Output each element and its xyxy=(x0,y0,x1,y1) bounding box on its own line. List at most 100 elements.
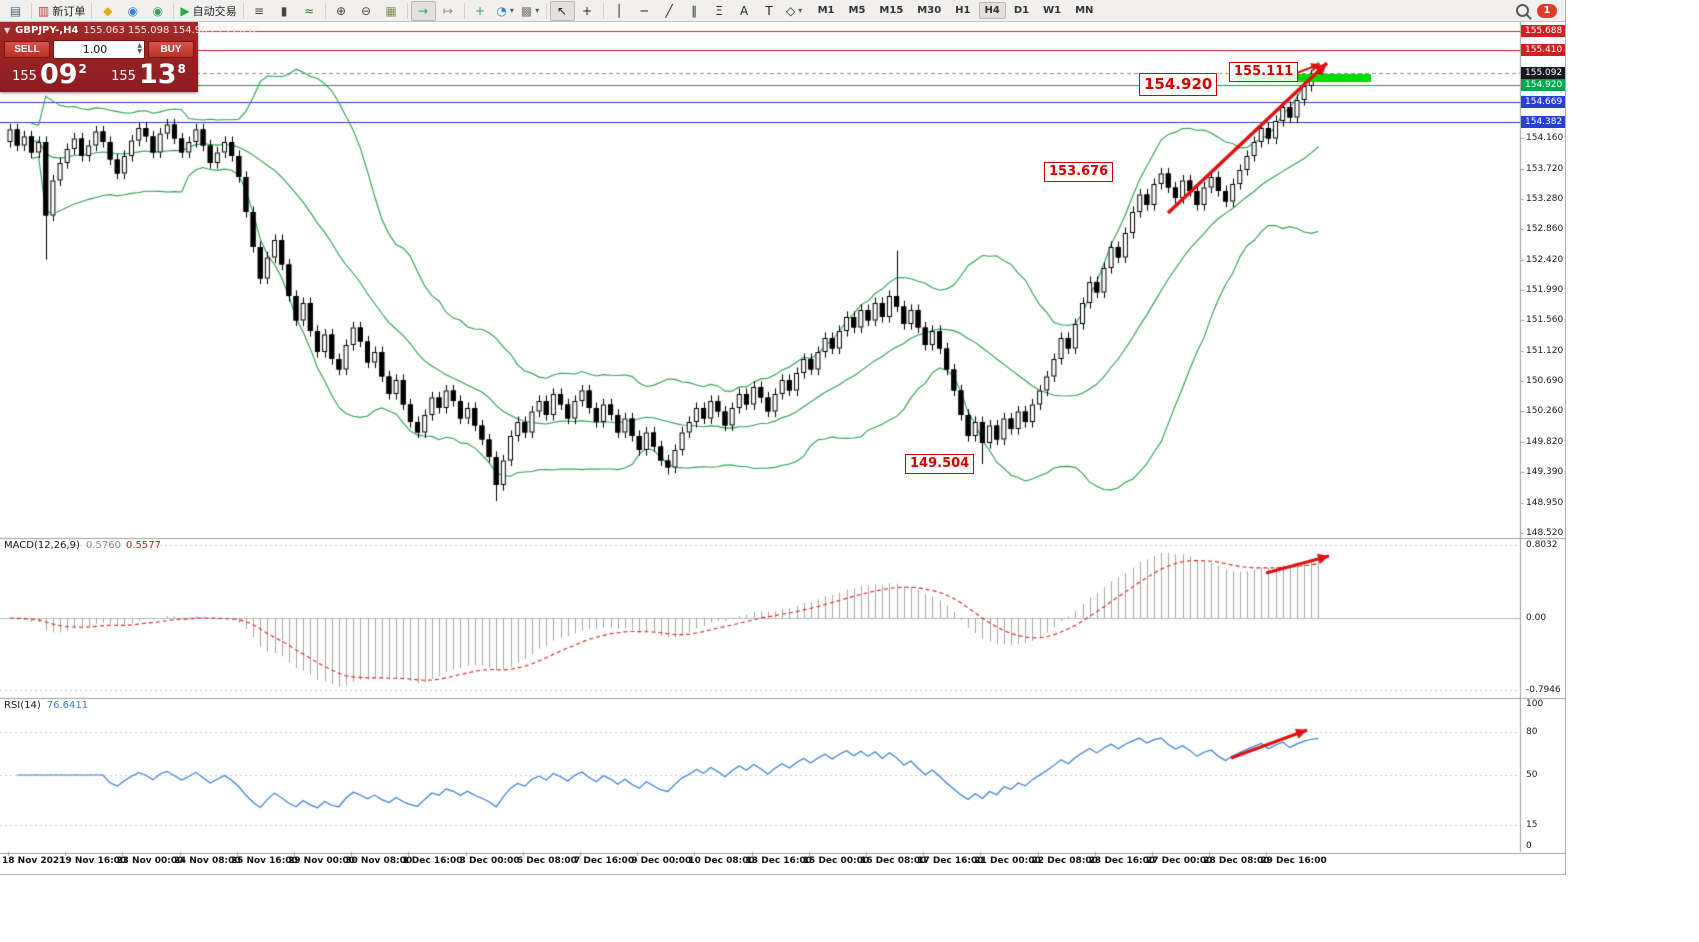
price-annotation[interactable]: 155.111 xyxy=(1229,62,1299,83)
bid-pip-digit: 2 xyxy=(78,62,87,76)
auto-trading-button[interactable]: ▶ 自动交易 xyxy=(177,1,239,21)
fibonacci-button[interactable]: Ξ xyxy=(707,1,732,21)
chart-bars-button[interactable]: ≡ xyxy=(247,1,272,21)
text-button[interactable]: A xyxy=(732,1,757,21)
vertical-line-button[interactable]: │ xyxy=(607,1,632,21)
chart-symbol-header: ▼ GBPJPY-,H4 155.063 155.098 154.963 155… xyxy=(0,22,258,38)
time-axis-label: 16 Dec 08:00 xyxy=(860,856,927,866)
market-button[interactable]: ◉ xyxy=(145,1,170,21)
price-tick-label: 153.280 xyxy=(1526,194,1564,205)
rsi-tick-label: 80 xyxy=(1526,727,1538,738)
timeframe-m5[interactable]: M5 xyxy=(848,5,866,16)
price-tick-label: 149.390 xyxy=(1526,466,1564,477)
timeframe-w1[interactable]: W1 xyxy=(1043,5,1062,16)
timeframe-m1[interactable]: M1 xyxy=(817,5,835,16)
panel-collapse-icon[interactable]: ▼ xyxy=(4,26,11,35)
horizontal-line-button[interactable]: ─ xyxy=(632,1,657,21)
time-axis-label: 1 Dec 16:00 xyxy=(402,856,463,866)
time-axis-label: 3 Dec 00:00 xyxy=(459,856,520,866)
new-order-icon: ▥ xyxy=(38,3,50,18)
text-icon: A xyxy=(739,3,749,18)
price-annotation[interactable]: 153.676 xyxy=(1044,162,1114,183)
timeframe-m30[interactable]: M30 xyxy=(917,5,942,16)
text-label-button[interactable]: T xyxy=(757,1,782,21)
timeframe-m15[interactable]: M15 xyxy=(879,5,904,16)
zoom-in-button[interactable]: ⊕ xyxy=(329,1,354,21)
time-axis-label: 6 Dec 08:00 xyxy=(516,856,577,866)
community-icon: ◉ xyxy=(127,3,139,18)
price-tick-label: 154.160 xyxy=(1526,132,1564,143)
chart-candles-button[interactable]: ▮ xyxy=(272,1,297,21)
mt4-chart-window: ▤ ▥ 新订单 ◆ ◉ ◉ ▶ 自动交易 ≡ ▮ ≈ ⊕ ⊖ ▦ → ↦ + ◔ ▾ ▩ ▾ ↖ + │ ─ ╱ ∥ Ξ A T ◇ ▾ M1 M… xyxy=(0,0,1566,875)
chart-canvas[interactable] xyxy=(0,0,1565,874)
time-axis-label: 30 Nov 08:00 xyxy=(345,856,413,866)
metaeditor-button[interactable]: ◆ xyxy=(95,1,120,21)
crosshair-icon: + xyxy=(582,3,593,18)
trendline-icon: ╱ xyxy=(665,3,673,18)
ask-price-button[interactable]: 155 13 8 xyxy=(99,61,198,92)
toolbar-separator xyxy=(324,2,326,19)
price-tick-label: 151.120 xyxy=(1526,345,1564,356)
price-scale[interactable]: 154.160 153.720 153.280 152.860 152.420 151.9… xyxy=(1521,22,1565,852)
cursor-button[interactable]: ↖ xyxy=(549,0,575,21)
chart-shift-button[interactable]: ↦ xyxy=(436,1,461,21)
price-level-badge: 155.092 xyxy=(1521,66,1565,79)
new-chart-button[interactable]: ▤ xyxy=(3,1,28,21)
periods-button[interactable]: ◔ ▾ xyxy=(493,1,518,21)
time-axis-label: 15 Dec 00:00 xyxy=(802,856,870,866)
rsi-tick-label: 100 xyxy=(1526,699,1544,709)
templates-button[interactable]: ▩ ▾ xyxy=(518,1,543,21)
ask-big-digits: 13 xyxy=(138,59,177,90)
time-axis-label: 9 Dec 00:00 xyxy=(631,856,692,866)
channel-button[interactable]: ∥ xyxy=(682,1,707,21)
notification-badge[interactable]: 1 xyxy=(1537,3,1557,18)
macd-main-value: 0.5760 xyxy=(85,540,121,551)
volume-up-icon[interactable]: ▲ xyxy=(137,42,142,49)
auto-scroll-button[interactable]: → xyxy=(410,0,436,21)
macd-tick-label: 0.8032 xyxy=(1526,539,1558,550)
horizontal-line-icon: ─ xyxy=(640,3,648,18)
volume-input[interactable] xyxy=(54,42,144,57)
search-icon[interactable] xyxy=(1516,4,1529,17)
sell-button[interactable]: SELL xyxy=(4,41,50,58)
periods-icon: ◔ xyxy=(496,3,507,18)
time-axis-label: 29 Dec 16:00 xyxy=(1260,856,1327,866)
chart-line-button[interactable]: ≈ xyxy=(297,1,322,21)
timeframe-h1[interactable]: H1 xyxy=(955,5,971,16)
tile-windows-button[interactable]: ▦ xyxy=(379,1,404,21)
ask-pip-digit: 8 xyxy=(177,62,186,76)
price-tick-label: 149.820 xyxy=(1526,436,1564,447)
price-annotation[interactable]: 154.920 xyxy=(1139,73,1218,96)
toolbar-separator xyxy=(173,2,175,19)
macd-tick-label: 0.00 xyxy=(1526,613,1547,623)
vertical-line-icon: │ xyxy=(615,3,623,18)
chart-candles-icon: ▮ xyxy=(280,3,288,18)
bid-price-button[interactable]: 155 09 2 xyxy=(0,61,99,92)
zoom-out-button[interactable]: ⊖ xyxy=(354,1,379,21)
crosshair-button[interactable]: + xyxy=(575,1,600,21)
timeframe-h4[interactable]: H4 xyxy=(978,2,1006,19)
shapes-button[interactable]: ◇ ▾ xyxy=(782,1,807,21)
timeframe-d1[interactable]: D1 xyxy=(1013,5,1030,16)
trendline-button[interactable]: ╱ xyxy=(657,1,682,21)
timeframe-mn[interactable]: MN xyxy=(1075,5,1094,16)
toolbar-separator xyxy=(31,2,32,19)
time-axis-label: 27 Dec 00:00 xyxy=(1146,856,1213,866)
price-annotation[interactable]: 149.504 xyxy=(905,454,975,475)
trade-controls-row: SELL ▲ ▼ BUY xyxy=(0,38,198,61)
new-chart-icon: ▤ xyxy=(9,3,22,18)
toolbar-separator xyxy=(242,2,244,19)
new-order-button[interactable]: ▥ 新订单 xyxy=(35,1,88,21)
volume-down-icon[interactable]: ▼ xyxy=(137,48,142,55)
price-level-badge: 154.382 xyxy=(1521,116,1565,129)
indicators-button[interactable]: + xyxy=(468,1,493,21)
auto-trading-icon: ▶ xyxy=(180,3,190,18)
time-axis-label: 18 Nov 2021 xyxy=(2,856,66,866)
time-axis-label: 24 Nov 08:00 xyxy=(173,856,241,866)
buy-button[interactable]: BUY xyxy=(148,41,194,58)
rsi-tick-label: 15 xyxy=(1526,819,1538,830)
time-axis-label: 19 Nov 16:00 xyxy=(59,856,127,866)
metaeditor-icon: ◆ xyxy=(103,3,113,18)
community-button[interactable]: ◉ xyxy=(120,1,145,21)
